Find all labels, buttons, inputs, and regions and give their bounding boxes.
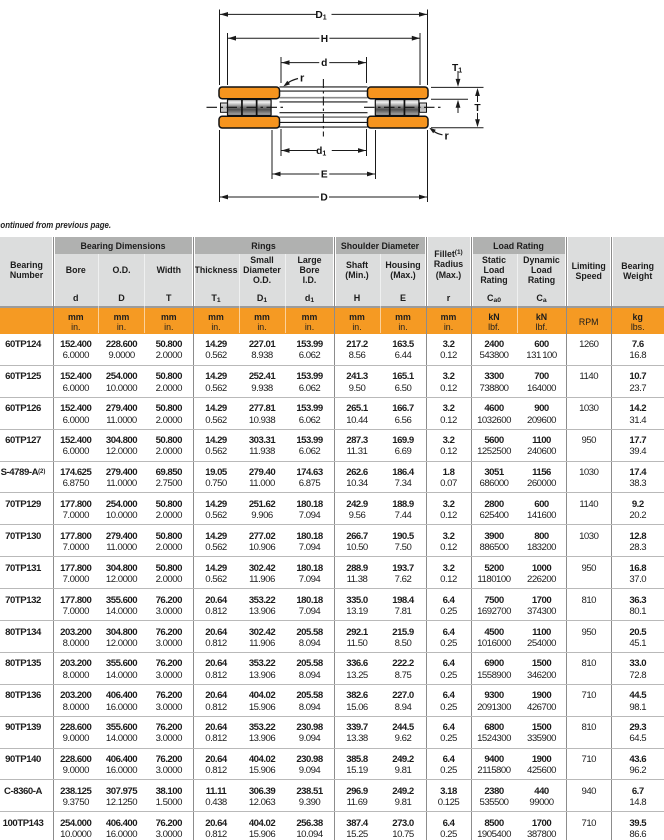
svg-text:T: T	[474, 103, 481, 114]
svg-text:H: H	[321, 34, 328, 45]
svg-text:r: r	[300, 73, 305, 85]
svg-text:D: D	[320, 193, 327, 204]
svg-text:d: d	[321, 58, 327, 69]
svg-text:E: E	[321, 170, 328, 181]
svg-text:d1: d1	[316, 146, 326, 157]
svg-text:T1: T1	[452, 63, 462, 74]
svg-text:r: r	[445, 131, 450, 143]
svg-text:D1: D1	[315, 10, 326, 21]
